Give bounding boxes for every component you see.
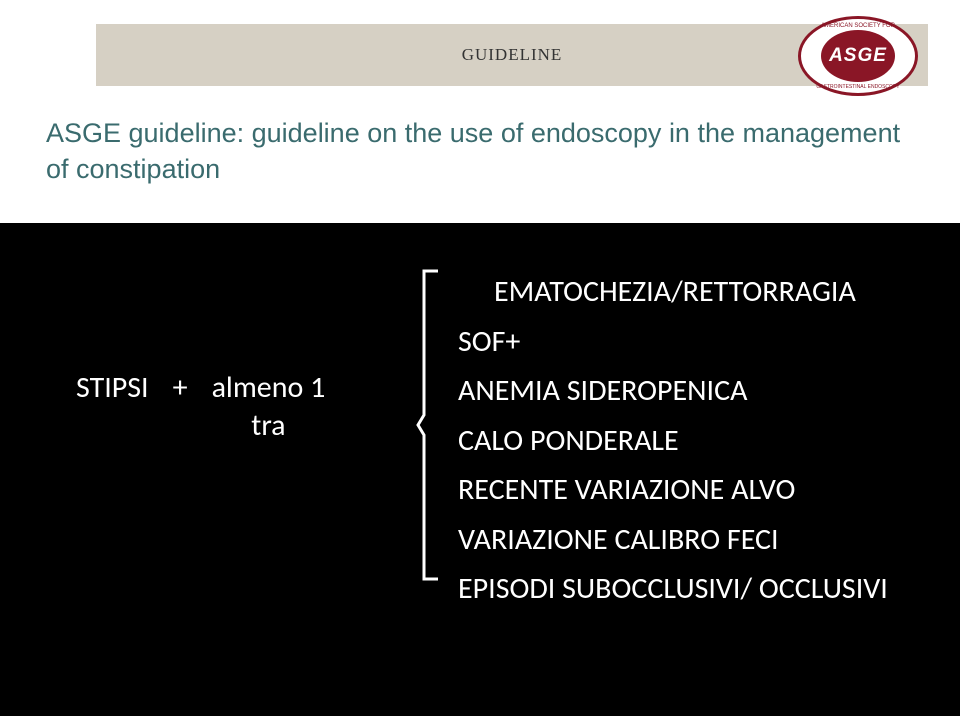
criteria-item: EMATOCHEZIA/RETTORRAGIA xyxy=(458,267,888,317)
logo-ring-top: AMERICAN SOCIETY FOR xyxy=(821,23,895,29)
logo-ring-bottom: GASTROINTESTINAL ENDOSCOPY xyxy=(816,84,899,90)
header-panel: GUIDELINE AMERICAN SOCIETY FOR ASGE GAST… xyxy=(0,0,960,223)
criteria-item: RECENTE VARIAZIONE ALVO xyxy=(458,465,888,515)
qualifier-line1: almeno 1 xyxy=(212,369,326,407)
criteria-item: CALO PONDERALE xyxy=(458,416,888,466)
left-bracket-icon xyxy=(414,265,444,585)
logo-outer-ring: AMERICAN SOCIETY FOR ASGE GASTROINTESTIN… xyxy=(798,16,918,96)
guideline-bar: GUIDELINE AMERICAN SOCIETY FOR ASGE GAST… xyxy=(96,24,928,86)
operator-plus: + xyxy=(173,369,188,406)
criteria-item: EPISODI SUBOCCLUSIVI/ OCCLUSIVI xyxy=(458,564,888,614)
logo-acronym: ASGE xyxy=(829,45,887,67)
criteria-item: ANEMIA SIDEROPENICA xyxy=(458,366,888,416)
criteria-list: EMATOCHEZIA/RETTORRAGIASOF+ANEMIA SIDERO… xyxy=(458,267,888,614)
asge-logo: AMERICAN SOCIETY FOR ASGE GASTROINTESTIN… xyxy=(798,16,918,96)
page-title: ASGE guideline: guideline on the use of … xyxy=(46,116,928,187)
left-expression: STIPSI + almeno 1 tra xyxy=(76,369,325,444)
criteria-item: VARIAZIONE CALIBRO FECI xyxy=(458,515,888,565)
guideline-bar-label: GUIDELINE xyxy=(462,45,563,65)
qualifier-line2: tra xyxy=(212,407,326,445)
content-region: STIPSI + almeno 1 tra EMATOCHEZIA/RETTOR… xyxy=(0,223,960,703)
term-stipsi: STIPSI xyxy=(76,369,149,406)
qualifier: almeno 1 tra xyxy=(212,369,326,444)
logo-inner-oval: ASGE xyxy=(821,30,895,82)
criteria-item: SOF+ xyxy=(458,317,888,367)
